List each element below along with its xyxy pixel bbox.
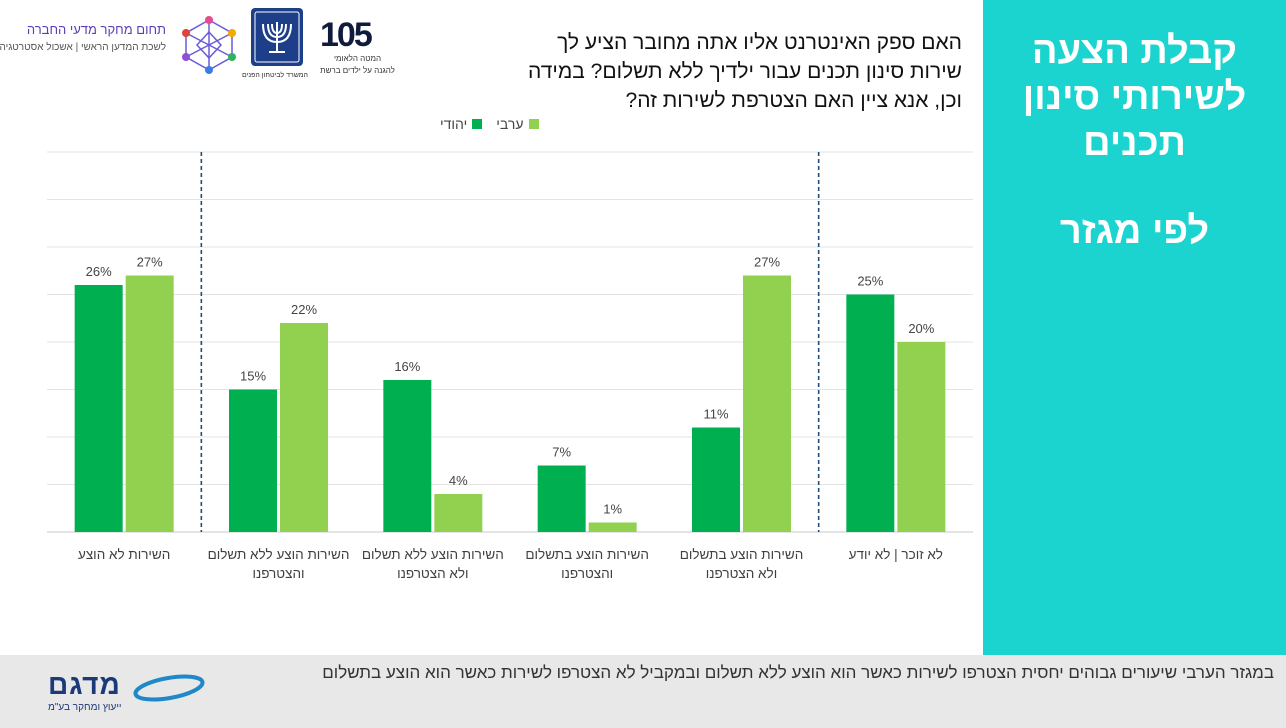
org-name-line1: תחום מחקר מדעי החברה: [26, 22, 166, 37]
madgam-logo-text: מדגם: [48, 669, 121, 700]
bar: [537, 465, 586, 532]
bar: [383, 380, 432, 532]
bar: [229, 389, 277, 532]
legend-item-arab: ערבי: [496, 116, 539, 132]
logo-105: 105 המטה הלאומי להגנה על ילדים ברשת: [320, 16, 395, 82]
category-label: השירות הוצע בתשלום: [525, 547, 649, 562]
panel-title: קבלת הצעה לשירותי סינון תכנים: [983, 28, 1286, 166]
swoosh-icon: [133, 674, 205, 702]
legend-swatch-arab: [528, 119, 539, 129]
logo-105-line1: המטה הלאומי: [333, 54, 382, 63]
bar: [74, 285, 123, 532]
category-label: והצטרפנו: [252, 566, 304, 581]
category-label: השירות הוצע ללא תשלום: [208, 547, 350, 562]
panel-title-line3: תכנים: [1083, 122, 1186, 164]
bar: [692, 427, 740, 532]
logo-105-line2: להגנה על ילדים ברשת: [320, 66, 395, 75]
data-label: 27%: [754, 255, 780, 270]
data-label: 7%: [552, 445, 571, 460]
ministry-logo: המשרד לביטחון הפנים: [241, 6, 308, 84]
footer: במגזר הערבי שיעורים גבוהים יחסית הצטרפו …: [0, 655, 1286, 728]
ministry-caption: המשרד לביטחון הפנים: [241, 72, 308, 79]
data-label: 20%: [908, 321, 934, 336]
legend-label-jewish: יהודי: [440, 116, 468, 132]
org-logo: תחום מחקר מדעי החברה לשכת המדען הראשי | …: [0, 14, 236, 74]
category-label: לא זוכר | לא יודע: [849, 547, 943, 562]
bar: [846, 294, 895, 532]
panel-title-line2: לשירותי סינון: [1022, 76, 1247, 118]
category-label: והצטרפנו: [561, 566, 613, 581]
footer-note: במגזר הערבי שיעורים גבוהים יחסית הצטרפו …: [322, 663, 1274, 682]
data-label: 15%: [240, 369, 266, 384]
chart-legend: ערבי יהודי: [440, 116, 539, 132]
bar: [434, 494, 483, 532]
category-label: השירות הוצע ללא תשלום: [362, 547, 504, 562]
legend-item-jewish: יהודי: [440, 116, 483, 132]
legend-swatch-jewish: [472, 119, 483, 129]
org-name-line2: לשכת המדען הראשי | אשכול אסטרטגיה: [0, 42, 166, 53]
data-label: 22%: [291, 302, 317, 317]
menorah-emblem-icon: [251, 8, 303, 66]
legend-label-arab: ערבי: [496, 116, 524, 132]
data-label: 26%: [86, 264, 112, 279]
logo-105-number: 105: [320, 16, 373, 54]
panel-subtitle: לפי מגזר: [1059, 210, 1210, 252]
bar: [280, 323, 328, 532]
madgam-tagline: ייעוץ ומחקר בע"מ: [48, 702, 122, 713]
data-label: 16%: [394, 359, 420, 374]
title-panel: קבלת הצעה לשירותי סינון תכנים לפי מגזר: [983, 0, 1286, 655]
category-label: השירות הוצע בתשלום: [680, 547, 804, 562]
category-label: ולא הצטרפנו: [397, 566, 468, 581]
madgam-logo: מדגם ייעוץ ומחקר בע"מ: [44, 669, 209, 717]
data-label: 27%: [137, 255, 163, 270]
category-label: ולא הצטרפנו: [706, 566, 777, 581]
network-icon: [182, 16, 236, 74]
survey-question: האם ספק האינטרנט אליו אתה מחובר הציע לך …: [528, 31, 962, 112]
data-label: 1%: [603, 502, 622, 517]
panel-title-line1: קבלת הצעה: [1031, 30, 1238, 72]
bar: [743, 275, 791, 532]
bar: [897, 342, 946, 532]
bar-chart: 26% 27% השירות לא הוצע 15% 22% השירות הוצע לל…: [47, 151, 973, 581]
data-label: 25%: [857, 274, 883, 289]
data-label: 11%: [703, 407, 728, 422]
bar: [125, 275, 174, 532]
category-label: השירות לא הוצע: [78, 547, 170, 562]
bar: [588, 522, 637, 532]
data-label: 4%: [449, 473, 468, 488]
